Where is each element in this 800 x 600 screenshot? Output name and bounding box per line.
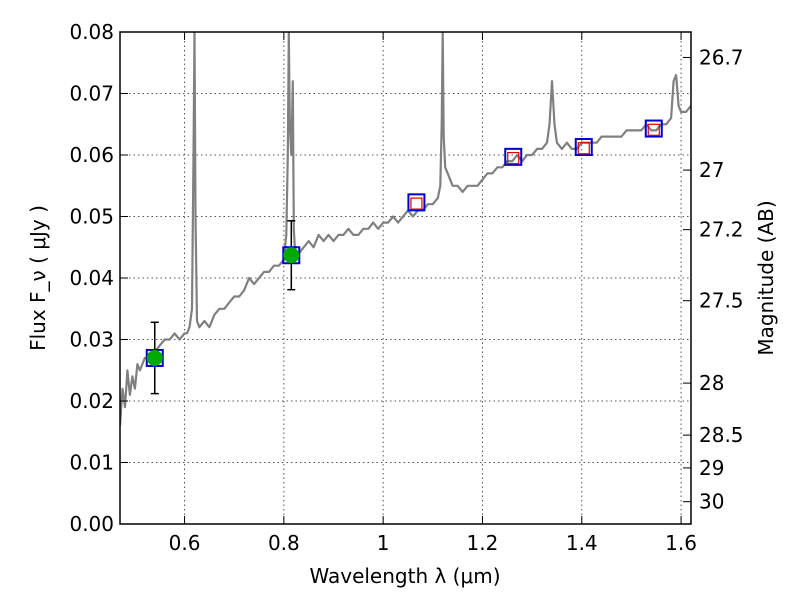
green-point-marker bbox=[283, 247, 300, 264]
y-tick-label: 0.04 bbox=[69, 266, 114, 290]
y-tick-label: 0.05 bbox=[69, 205, 114, 229]
x-tick-label: 1 bbox=[377, 531, 390, 555]
x-tick-label: 1.4 bbox=[566, 531, 598, 555]
blue-square-marker bbox=[644, 119, 663, 138]
y-tick-label: 0.06 bbox=[69, 143, 114, 167]
right-tick-label: 28 bbox=[699, 371, 724, 395]
y-tick-label: 0.02 bbox=[69, 389, 114, 413]
y-axis-title: Flux F_ν ( μJy ) bbox=[26, 205, 50, 351]
right-tick-label: 28.5 bbox=[699, 423, 744, 447]
blue-square-marker bbox=[574, 138, 593, 157]
green-point-marker bbox=[146, 349, 163, 366]
right-tick-label: 30 bbox=[699, 490, 724, 514]
x-axis-title: Wavelength λ (μm) bbox=[309, 564, 500, 588]
right-axis-title: Magnitude (AB) bbox=[754, 200, 778, 355]
blue-square-marker bbox=[504, 147, 523, 166]
red-square-marker bbox=[410, 197, 423, 210]
plot-area bbox=[120, 32, 691, 426]
red-square-marker bbox=[507, 151, 520, 165]
y-tick-label: 0.08 bbox=[69, 20, 114, 44]
y-tick-label: 0.00 bbox=[69, 512, 114, 536]
x-tick-label: 0.6 bbox=[169, 531, 201, 555]
x-tick-label: 0.8 bbox=[268, 531, 300, 555]
blue-square-marker bbox=[407, 193, 426, 212]
x-tick-label: 1.6 bbox=[665, 531, 697, 555]
grid-layer bbox=[120, 32, 691, 524]
red-square-marker bbox=[647, 123, 660, 136]
red-square-marker bbox=[577, 142, 590, 155]
x-tick-label: 1.2 bbox=[467, 531, 499, 555]
right-tick-label: 27.5 bbox=[699, 289, 744, 313]
y-tick-label: 0.03 bbox=[69, 328, 114, 352]
ticks-layer: 0.6 0.8 1 1.2 1.4 1.6 0.00 0.01 0.02 0.03 0.04 0.05… bbox=[69, 20, 743, 555]
y-tick-label: 0.07 bbox=[69, 82, 114, 106]
right-tick-label: 26.7 bbox=[699, 45, 744, 69]
right-tick-label: 27 bbox=[699, 158, 724, 182]
right-tick-label: 29 bbox=[699, 456, 724, 480]
right-tick-label: 27.2 bbox=[699, 218, 744, 242]
y-tick-label: 0.01 bbox=[69, 451, 114, 475]
